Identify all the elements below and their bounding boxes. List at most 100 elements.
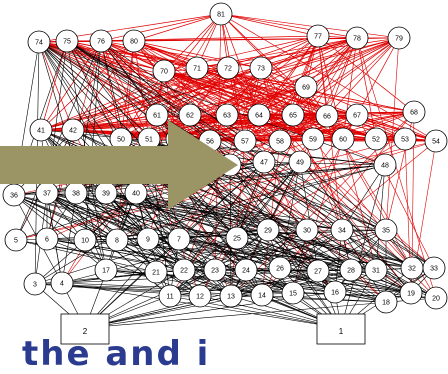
graph-node: 66 [315, 104, 339, 128]
graph-node: 40 [124, 181, 148, 205]
graph-edge [15, 138, 406, 241]
node-circle [364, 127, 388, 151]
graph-edge [15, 40, 102, 241]
graph-node: 17 [94, 258, 118, 282]
node-label: 40 [132, 191, 140, 198]
graph-edge [116, 164, 386, 241]
node-circle [216, 56, 240, 80]
graph-edge [66, 40, 437, 299]
node-circle [393, 127, 417, 151]
graph-edge [326, 37, 358, 117]
node-label: 62 [186, 113, 194, 120]
graph-edge [189, 37, 400, 116]
box-rect [316, 313, 366, 345]
graph-edge [38, 41, 74, 131]
node-label: 3 [33, 282, 37, 289]
node-circle [167, 227, 191, 251]
node-label: 15 [289, 291, 297, 298]
graph-node: 65 [281, 103, 305, 127]
graph-node: 53 [393, 127, 417, 151]
node-label: 50 [117, 137, 125, 144]
node-label: 29 [264, 228, 272, 235]
node-circle [301, 127, 325, 151]
node-circle [209, 2, 233, 26]
graph-node: 59 [301, 127, 325, 151]
node-label: 27 [314, 269, 322, 276]
node-label: 42 [69, 128, 77, 135]
node-circle [215, 103, 239, 127]
node-circle [35, 227, 59, 251]
graph-node: 11 [158, 284, 182, 308]
node-label: 57 [241, 139, 249, 146]
graph-node: 41 [29, 118, 53, 142]
graph-edge [226, 114, 328, 117]
graph-edge [13, 194, 86, 241]
graph-node: 32 [400, 256, 424, 280]
graph-edge [38, 41, 246, 142]
node-circle [402, 100, 426, 124]
node-circle [27, 30, 51, 54]
graph-edge [220, 13, 358, 39]
graph-node: 22 [172, 258, 196, 282]
graph-edge [84, 269, 352, 329]
node-circle [315, 104, 339, 128]
node-circle [55, 29, 79, 53]
node-label: 4 [60, 281, 64, 288]
node-circle [306, 24, 330, 48]
graph-edge [385, 37, 400, 231]
graph-node: 4 [50, 271, 74, 295]
node-circle [234, 258, 258, 282]
graph-node: 3 [23, 272, 47, 296]
node-circle [252, 150, 276, 174]
graph-edge [220, 13, 437, 142]
footer-caption: the and i [22, 334, 211, 374]
node-label: 24 [242, 268, 250, 275]
node-label: 73 [257, 66, 265, 73]
node-circle [172, 258, 196, 282]
node-label: 68 [410, 110, 418, 117]
node-circle [306, 259, 330, 283]
graph-edge [66, 40, 158, 116]
graph-edge [229, 164, 342, 329]
node-label: 59 [309, 137, 317, 144]
graph-node: 70 [152, 59, 176, 83]
node-label: 56 [206, 139, 214, 146]
graph-edge [13, 194, 118, 241]
node-circle [152, 59, 176, 83]
node-label: 18 [382, 300, 390, 307]
node-label: 16 [331, 290, 339, 297]
graph-edge [61, 237, 238, 284]
node-label: 14 [258, 293, 266, 300]
node-label: 30 [303, 228, 311, 235]
node-label: 32 [408, 266, 416, 273]
node-circle [281, 281, 305, 305]
node-label: 9 [146, 237, 150, 244]
graph-node: 79 [387, 26, 411, 50]
graph-edge [100, 40, 343, 231]
node-circle [144, 260, 168, 284]
graph-edge [84, 237, 238, 329]
graph-box-node: 2 [60, 313, 110, 345]
graph-edge [214, 161, 301, 271]
graph-edge [84, 164, 386, 241]
graph-edge [183, 267, 281, 271]
node-circle [247, 103, 271, 127]
graph-node: 26 [268, 256, 292, 280]
node-label: 48 [381, 163, 389, 170]
node-circle [225, 226, 249, 250]
graph-node: 30 [295, 218, 319, 242]
graph-node: 10 [73, 228, 97, 252]
node-circle [268, 129, 292, 153]
node-circle [73, 228, 97, 252]
node-label: 78 [353, 36, 361, 43]
node-label: 70 [160, 69, 168, 76]
graph-edge [326, 111, 415, 117]
node-label: 22 [180, 268, 188, 275]
graph-node: 57 [233, 129, 257, 153]
node-circle [330, 218, 354, 242]
graph-edge [227, 67, 344, 140]
graph-node: 77 [306, 24, 330, 48]
graph-edge [342, 37, 358, 140]
node-label: 17 [102, 268, 110, 275]
node-label: 49 [296, 160, 304, 167]
